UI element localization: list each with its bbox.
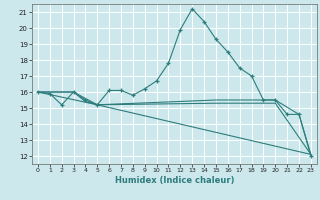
X-axis label: Humidex (Indice chaleur): Humidex (Indice chaleur) — [115, 176, 234, 185]
